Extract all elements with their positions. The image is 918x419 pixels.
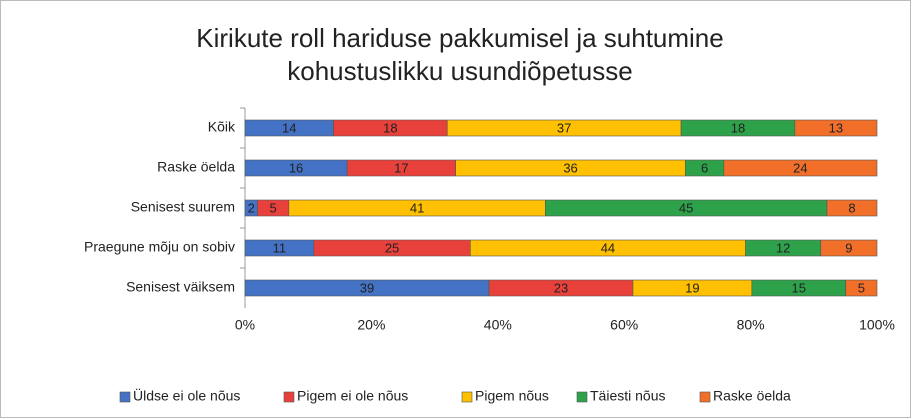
data-label: 24: [793, 160, 807, 175]
data-label: 13: [829, 120, 843, 135]
bar-segment: [826, 199, 878, 217]
data-label: 5: [270, 200, 277, 215]
data-label: 15: [792, 280, 806, 295]
legend-swatch: [461, 391, 473, 403]
legend-swatch: [283, 391, 295, 403]
bar-segment: [794, 119, 878, 137]
y-tick-label: Kõik: [208, 119, 236, 135]
data-label: 8: [848, 200, 855, 215]
data-label: 2: [248, 200, 255, 215]
bar-segment: [845, 279, 878, 297]
bar-segment: [723, 159, 878, 177]
data-label: 25: [385, 240, 399, 255]
data-label: 41: [410, 200, 424, 215]
data-label: 5: [858, 280, 865, 295]
legend-label: Pigem nõus: [475, 388, 549, 404]
x-tick-label: 0%: [235, 317, 255, 333]
data-label: 6: [701, 160, 708, 175]
bar-segment: [820, 239, 878, 257]
legend-label: Täiesti nõus: [590, 388, 665, 404]
chart-title: kohustuslikku usundiõpetusse: [287, 56, 632, 86]
data-label: 18: [383, 120, 397, 135]
x-tick-label: 20%: [357, 317, 385, 333]
data-label: 11: [273, 240, 287, 255]
legend-swatch: [699, 391, 711, 403]
data-label: 37: [557, 120, 571, 135]
x-tick-label: 40%: [484, 317, 512, 333]
data-label: 44: [601, 240, 615, 255]
data-label: 12: [776, 240, 790, 255]
data-label: 14: [282, 120, 296, 135]
data-label: 18: [731, 120, 745, 135]
legend-label: Pigem ei ole nõus: [297, 388, 408, 404]
chart-title: Kirikute roll hariduse pakkumisel ja suh…: [196, 23, 723, 53]
y-tick-label: Raske öelda: [157, 159, 235, 175]
legend-label: Raske öelda: [713, 388, 791, 404]
y-tick-label: Senisest väiksem: [126, 279, 235, 295]
legend-swatch: [576, 391, 588, 403]
x-tick-label: 80%: [737, 317, 765, 333]
x-tick-label: 60%: [610, 317, 638, 333]
y-tick-label: Senisest suurem: [131, 199, 235, 215]
data-label: 36: [563, 160, 577, 175]
data-label: 19: [685, 280, 699, 295]
data-label: 45: [679, 200, 693, 215]
data-label: 16: [289, 160, 303, 175]
data-label: 23: [554, 280, 568, 295]
y-tick-label: Praegune mõju on sobiv: [84, 239, 235, 255]
legend-swatch: [119, 391, 131, 403]
data-label: 17: [394, 160, 408, 175]
data-label: 9: [845, 240, 852, 255]
legend-label: Üldse ei ole nõus: [133, 387, 240, 404]
x-tick-label: 100%: [859, 317, 895, 333]
data-label: 39: [360, 280, 374, 295]
